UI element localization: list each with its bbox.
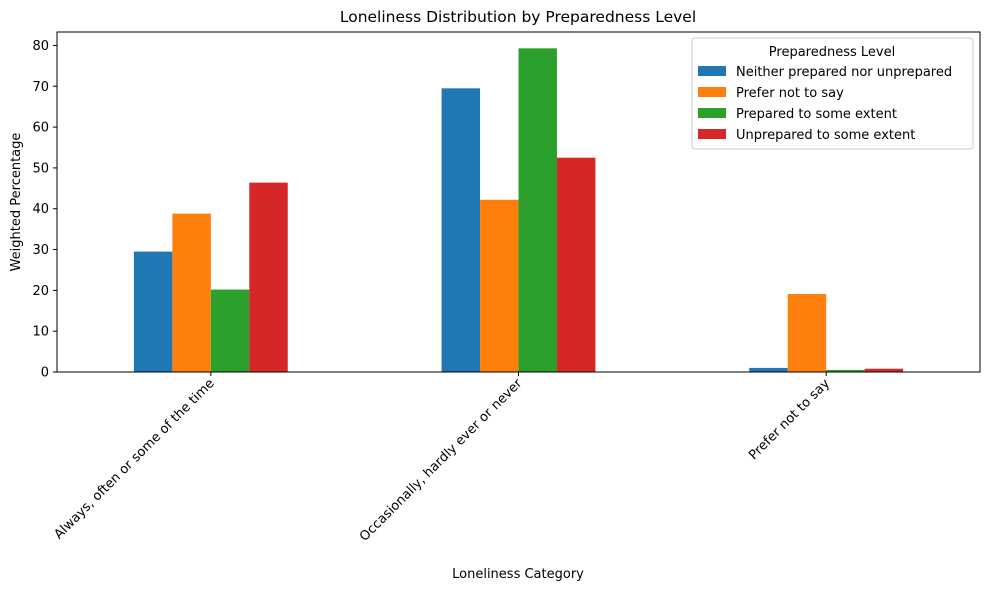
- bar-s3-c0: [249, 182, 288, 372]
- y-tick-label: 50: [32, 161, 49, 176]
- legend-label-2: Prepared to some extent: [736, 107, 897, 122]
- bars-layer: [133, 48, 904, 372]
- bar-s0-c1: [441, 88, 481, 372]
- bar-s0-c2: [749, 367, 788, 372]
- y-tick-label: 40: [32, 202, 49, 217]
- legend-swatch-2: [698, 108, 726, 118]
- legend-swatch-3: [698, 129, 726, 139]
- legend-entries: Neither prepared nor unprepared Prefer no…: [698, 65, 952, 143]
- bar-s1-c0: [172, 213, 211, 372]
- y-axis-ticks: 0 10 20 30 40 50 60 70 80: [32, 39, 57, 381]
- x-tick-label: Prefer not to say: [746, 376, 833, 463]
- y-tick-label: 0: [41, 366, 49, 381]
- bar-s3-c2: [864, 368, 904, 372]
- bar-s2-c0: [210, 289, 250, 372]
- legend-title: Preparedness Level: [769, 45, 895, 60]
- bar-s2-c1: [518, 48, 557, 372]
- legend-swatch-0: [698, 66, 726, 76]
- legend-label-1: Prefer not to say: [736, 86, 844, 101]
- bar-s2-c2: [826, 369, 865, 372]
- bar-s3-c1: [556, 157, 596, 372]
- x-axis-ticks: Always, often or some of the time Occasio…: [51, 372, 833, 545]
- y-axis-label: Weighted Percentage: [9, 133, 24, 272]
- legend-swatch-1: [698, 87, 726, 97]
- legend-box: [691, 37, 974, 150]
- y-tick-label: 70: [32, 80, 49, 95]
- y-tick-label: 20: [32, 284, 49, 299]
- plot-frame: [56, 31, 981, 373]
- bar-s1-c2: [787, 294, 827, 372]
- y-tick-label: 30: [32, 243, 49, 258]
- legend: Preparedness Level Neither prepared nor …: [691, 37, 974, 150]
- x-tick-label: Occasionally, hardly ever or never: [357, 376, 526, 545]
- x-tick-label: Always, often or some of the time: [51, 376, 217, 542]
- legend-label-0: Neither prepared nor unprepared: [736, 65, 952, 80]
- y-tick-label: 80: [32, 39, 49, 54]
- y-tick-label: 60: [32, 121, 49, 136]
- y-tick-label: 10: [32, 325, 49, 340]
- bar-s0-c0: [133, 251, 173, 372]
- x-axis-label: Loneliness Category: [452, 567, 584, 582]
- legend-label-3: Unprepared to some extent: [736, 128, 915, 143]
- chart-title: Loneliness Distribution by Preparedness …: [340, 8, 696, 26]
- bar-s1-c1: [480, 199, 519, 372]
